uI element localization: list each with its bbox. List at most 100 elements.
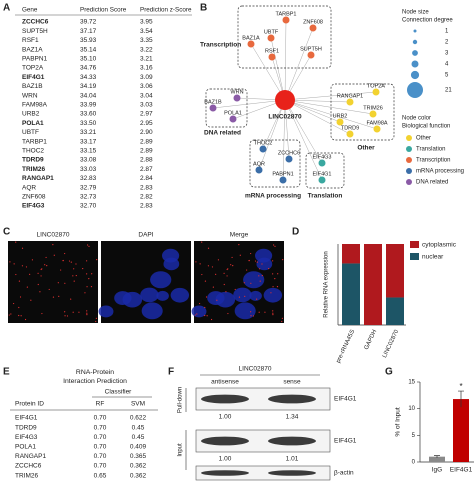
table-cell: UBTF xyxy=(22,129,39,136)
signal-dot xyxy=(75,274,77,277)
signal-dot xyxy=(272,312,274,314)
y-tick-label: 5 xyxy=(412,433,416,439)
y-tick-label: 10 xyxy=(408,406,415,412)
quantification: 1.01 xyxy=(286,456,299,463)
signal-dot xyxy=(272,273,274,275)
panel-label: E xyxy=(3,367,10,378)
table-cell: 0.70 xyxy=(94,424,107,431)
signal-dot xyxy=(232,264,234,267)
node xyxy=(307,51,315,59)
edge xyxy=(284,19,287,101)
legend-subtitle: Connection degree xyxy=(402,18,453,24)
signal-dot xyxy=(18,314,20,317)
signal-dot xyxy=(226,275,228,277)
micrograph xyxy=(8,241,98,323)
color-legend-label: Transcription xyxy=(416,158,450,164)
nucleus xyxy=(140,287,159,303)
signal-dot xyxy=(73,268,75,270)
signal-dot xyxy=(86,310,88,312)
x-tick-label: LINC02870 xyxy=(382,328,401,359)
section-label: Pull-down xyxy=(178,387,184,413)
blot-title: LINC02870 xyxy=(239,366,272,373)
x-tick-label: IgG xyxy=(432,467,442,474)
table-cell: 34.04 xyxy=(80,92,97,99)
signal-dot xyxy=(46,264,48,267)
signal-dot xyxy=(52,296,55,298)
node-label: TDRD9 xyxy=(341,125,359,131)
table-cell: 33.99 xyxy=(80,102,97,109)
signal-dot xyxy=(86,273,88,275)
signal-dot xyxy=(86,286,88,288)
table-cell: 2.87 xyxy=(140,166,153,173)
blot-strip xyxy=(195,465,331,481)
signal-dot xyxy=(217,259,220,261)
table-cell: 3.09 xyxy=(140,74,153,81)
table-cell: 2.83 xyxy=(140,203,153,210)
edge xyxy=(284,99,351,135)
signal-dot xyxy=(261,274,263,277)
signal-dot xyxy=(75,263,77,265)
color-legend-mark xyxy=(406,168,412,174)
node-label: BAZ1A xyxy=(242,35,260,41)
edge xyxy=(270,37,286,101)
signal-dot xyxy=(19,296,22,298)
table-cell: AQR xyxy=(22,184,36,191)
signal-dot xyxy=(13,263,15,265)
y-axis-label: Relative RNA expression xyxy=(324,251,330,317)
table-cell: 2.90 xyxy=(140,129,153,136)
signal-dot xyxy=(282,259,284,261)
signal-dot xyxy=(281,317,283,319)
table-cell: 33.03 xyxy=(80,166,97,173)
signal-dot xyxy=(41,312,43,315)
table-cell: 0.65 xyxy=(94,472,107,479)
group-box xyxy=(237,5,332,69)
table-cell: FAM98A xyxy=(22,102,48,109)
size-legend-label: 3 xyxy=(445,51,449,57)
table-title: RNA-Protein xyxy=(76,369,114,376)
table-cell: EIF4G3 xyxy=(22,203,45,210)
table-cell: 0.70 xyxy=(94,453,107,460)
table-cell: 3.95 xyxy=(140,19,153,26)
signal-dot xyxy=(239,254,241,256)
signal-dot xyxy=(48,288,50,291)
table-cell: 0.45 xyxy=(132,434,145,441)
node-label: URB2 xyxy=(333,113,348,119)
column-header: RF xyxy=(96,401,105,408)
signal-dot xyxy=(250,315,252,317)
protein-label: EIF4G1 xyxy=(334,438,357,445)
signal-dot xyxy=(238,296,241,298)
legend-title: Node color xyxy=(402,116,431,122)
node xyxy=(346,98,354,106)
signal-dot xyxy=(259,268,261,270)
table-cell: POLA1 xyxy=(22,120,44,127)
x-tick-label: pre-rRNA45S xyxy=(336,329,357,364)
signal-dot xyxy=(230,264,232,266)
table-cell: WRN xyxy=(22,92,38,99)
signal-dot xyxy=(88,245,90,247)
signal-dot xyxy=(211,266,214,268)
signal-dot xyxy=(13,302,15,305)
node-label: TOP2A xyxy=(367,83,385,89)
signal-dot xyxy=(210,318,213,321)
signal-dot xyxy=(212,286,214,288)
group-label: Transcription xyxy=(200,42,241,49)
signal-dot xyxy=(37,283,39,286)
signal-dot xyxy=(246,269,248,271)
signal-dot xyxy=(64,315,66,317)
signal-dot xyxy=(40,275,42,277)
size-legend-label: 1 xyxy=(445,29,449,35)
node-label: WRN xyxy=(230,89,243,95)
signal-dot xyxy=(90,285,93,288)
table-cell: 33.15 xyxy=(80,148,97,155)
edge xyxy=(250,43,286,101)
table-cell: 35.10 xyxy=(80,56,97,63)
signal-dot xyxy=(30,299,32,301)
signal-dot xyxy=(238,244,240,246)
nucleus xyxy=(170,287,190,303)
table-cell: TARBP1 xyxy=(22,138,47,145)
panel-label: F xyxy=(168,367,174,378)
x-tick-label: EIF4G1 xyxy=(450,467,473,474)
signal-dot xyxy=(86,260,88,262)
signal-dot xyxy=(270,292,272,294)
color-legend-mark xyxy=(406,146,412,152)
